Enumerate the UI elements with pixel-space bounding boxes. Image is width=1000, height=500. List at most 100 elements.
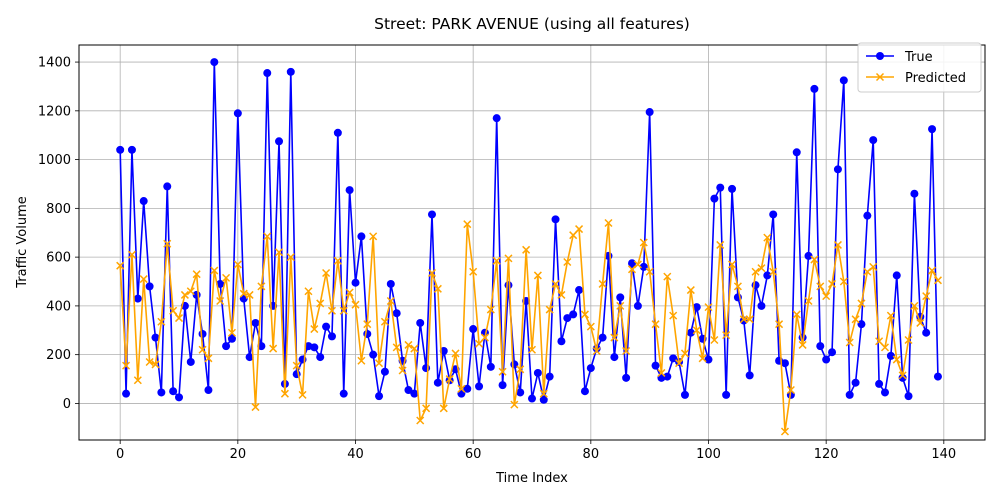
data-point-predicted [127, 250, 136, 259]
data-point-predicted [216, 296, 225, 306]
data-point-predicted [657, 368, 666, 377]
data-point-predicted [733, 282, 742, 291]
data-point-predicted [869, 262, 878, 271]
data-point-true [416, 318, 425, 327]
data-point-true [351, 278, 360, 287]
data-point-true [345, 186, 354, 195]
data-point-predicted [651, 320, 660, 329]
data-point-predicted [557, 290, 566, 299]
data-point-predicted [222, 273, 231, 282]
data-point-true [763, 271, 772, 280]
data-point-predicted [280, 389, 289, 398]
data-point-predicted [692, 326, 701, 335]
data-point-predicted [686, 286, 695, 295]
data-point-predicted [498, 367, 507, 376]
data-point-predicted [316, 299, 325, 308]
data-point-predicted [133, 376, 142, 385]
data-point-true [198, 329, 207, 338]
y-tick-label: 400 [46, 299, 71, 314]
data-point-true [545, 372, 554, 381]
data-point-predicted [745, 315, 754, 324]
data-point-predicted [322, 268, 331, 278]
data-point-predicted [598, 279, 607, 288]
x-tick-label: 60 [465, 447, 482, 462]
data-point-predicted [304, 287, 313, 296]
data-point-predicted [439, 404, 448, 413]
data-point-predicted [716, 240, 725, 249]
data-point-true [216, 279, 225, 288]
data-point-predicted [886, 311, 895, 320]
data-point-true [845, 390, 854, 399]
data-point-true [539, 395, 548, 404]
data-point-true [492, 114, 501, 123]
data-point-true [127, 145, 136, 154]
data-point-predicted [757, 264, 766, 273]
data-point-true [133, 294, 142, 303]
data-point-predicted [922, 292, 931, 301]
data-point-predicted [610, 333, 619, 342]
data-point-predicted [780, 427, 790, 436]
data-point-predicted [239, 289, 248, 298]
data-point-true [380, 367, 389, 376]
data-point-predicted [392, 343, 401, 352]
data-point-predicted [327, 306, 337, 315]
data-point-predicted [563, 257, 572, 267]
data-point-true [710, 194, 719, 203]
data-point-true [816, 342, 825, 351]
data-point-predicted [533, 271, 542, 280]
data-point-predicted [363, 320, 372, 329]
series-line-predicted [119, 222, 939, 433]
data-point-true [922, 328, 931, 337]
data-point-predicted [227, 328, 236, 337]
data-point-true [692, 303, 701, 312]
data-point-true [263, 69, 272, 78]
data-point-predicted [404, 340, 413, 349]
data-point-predicted [751, 267, 760, 276]
data-point-true [169, 387, 178, 396]
data-point-true [686, 328, 695, 337]
plot-frame [78, 44, 986, 441]
data-point-predicted [257, 282, 266, 291]
data-point-predicted [604, 218, 613, 228]
data-point-predicted [933, 276, 942, 285]
data-point-predicted [333, 256, 342, 265]
data-point-predicted [122, 361, 131, 370]
data-point-true [569, 310, 578, 319]
data-point-predicted [727, 260, 737, 269]
data-point-true [828, 348, 837, 357]
data-point-true [486, 362, 495, 371]
data-point-predicted [698, 354, 707, 363]
data-point-true [633, 301, 642, 310]
data-point-predicted [139, 275, 148, 284]
data-point-true [586, 364, 595, 373]
data-point-predicted [345, 288, 354, 297]
series-true [116, 58, 942, 404]
data-point-predicted [192, 270, 201, 279]
data-point-predicted [875, 337, 884, 346]
data-point-predicted [616, 301, 625, 310]
data-point-predicted [704, 303, 713, 312]
data-point-true [551, 215, 560, 224]
data-point-predicted [486, 305, 495, 314]
data-point-predicted [769, 267, 778, 276]
data-point-predicted [180, 290, 189, 299]
data-point-predicted [433, 284, 442, 293]
y-axis-label: Traffic Volume [15, 196, 30, 289]
data-point-true [222, 342, 231, 351]
data-point-predicted [822, 292, 831, 301]
data-point-true [863, 211, 872, 220]
data-point-predicted [263, 232, 272, 241]
y-tick-label: 200 [46, 348, 71, 363]
data-point-predicted [451, 349, 460, 358]
data-point-true [369, 350, 378, 359]
data-point-predicted [380, 317, 389, 326]
data-point-true [616, 293, 625, 302]
data-point-true [186, 357, 195, 366]
data-point-predicted [522, 245, 531, 254]
data-point-predicted [375, 359, 384, 368]
data-point-predicted [516, 365, 525, 374]
data-point-predicted [251, 403, 260, 412]
legend-predicted-label: Predicted [905, 71, 966, 86]
data-point-predicted [580, 310, 589, 319]
data-point-true [316, 353, 325, 362]
